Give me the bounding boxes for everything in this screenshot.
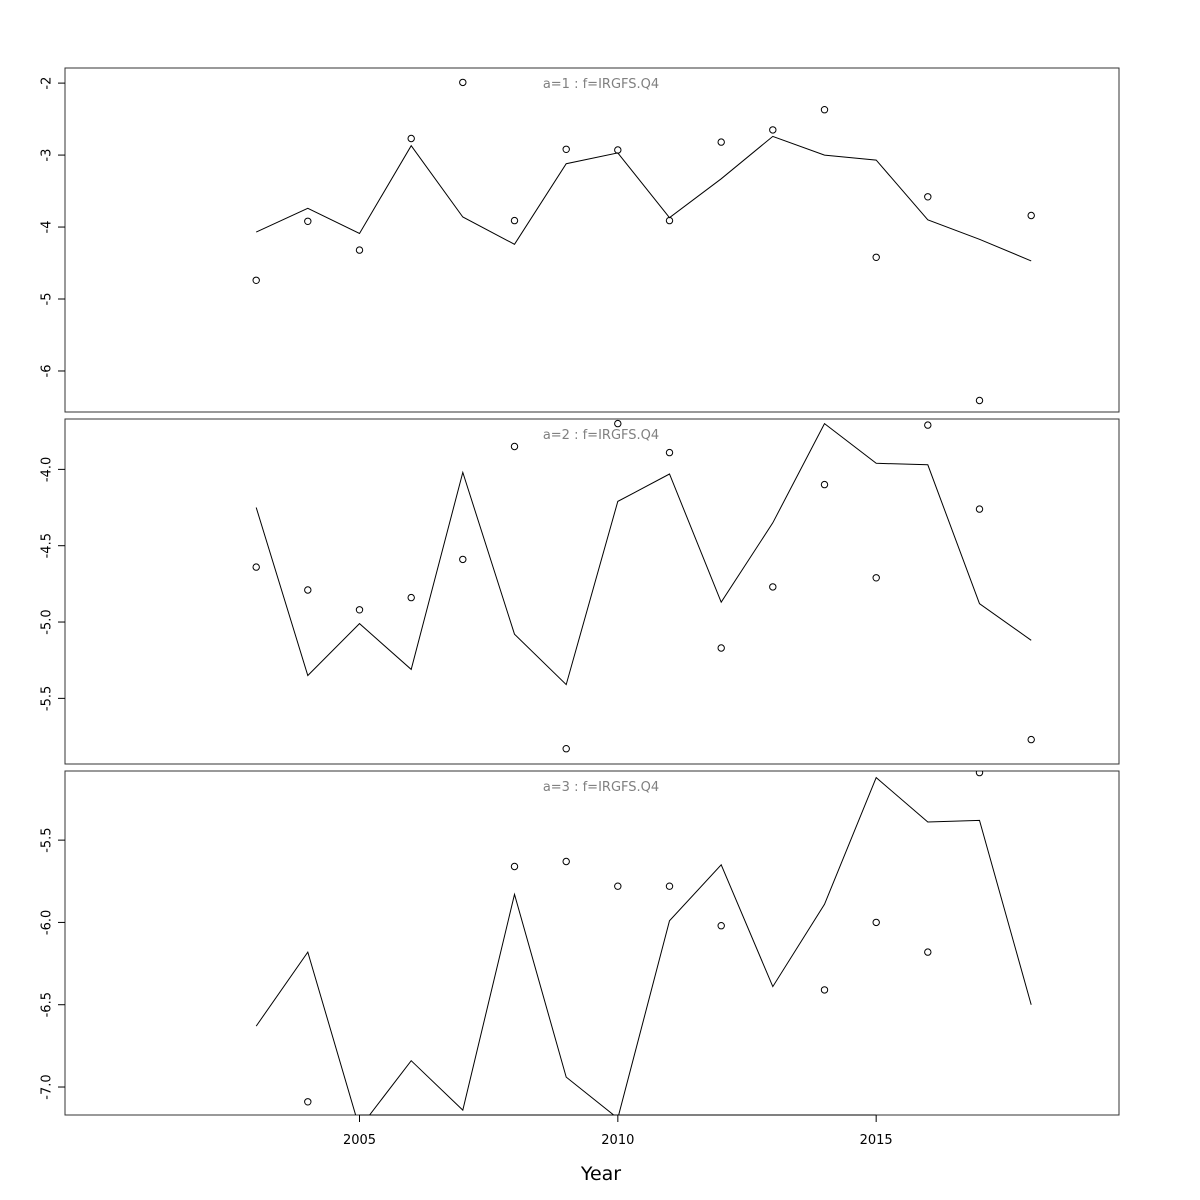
panel-1-point-2011 (665, 216, 674, 225)
panel-1-point-2008 (510, 216, 519, 225)
panel-2-point-2014 (820, 480, 829, 489)
panel-1-point-2016 (924, 193, 932, 201)
panel-3-series-line (255, 776, 1032, 1115)
panel-1-point-2009 (562, 145, 570, 154)
panel-1-point-2004 (304, 217, 312, 226)
panel-3-title: a=3 : f=IRGFS.Q4 (543, 780, 659, 795)
panel-2-data (252, 419, 1035, 753)
panel-1-ytick-label-1: -2 (40, 77, 55, 90)
panel-2-point-2004 (304, 586, 312, 594)
panel-3-point-2015 (872, 918, 880, 927)
panel-1-point-2010 (614, 146, 622, 154)
panel-1-point-2005 (355, 246, 364, 254)
panel-1-point-2007 (459, 78, 467, 87)
panel-2-point-2007 (459, 555, 467, 564)
panel-3-point-2009 (562, 857, 570, 866)
panel-2-ytick-label-3: -5.0 (40, 609, 55, 634)
panel-2-point-2012 (717, 644, 725, 652)
panel-3: -5.5 -6.0 -6.5 -7.0 a=3 : f=IRGFS.Q4 (40, 770, 1120, 1116)
panel-1-point-2006 (407, 134, 415, 143)
x-axis: 2005 2010 2015 (343, 1114, 893, 1148)
panel-3-point-2010 (614, 882, 622, 890)
x-tick-label-2015: 2015 (860, 1133, 893, 1148)
panel-1-frame (64, 67, 1120, 413)
x-tick-label-2010: 2010 (601, 1133, 634, 1148)
panel-2-series-line (255, 422, 1032, 686)
panel-1-ytick-label-2: -3 (40, 149, 55, 162)
panel-1-point-2012 (717, 138, 725, 146)
panel-1-point-2014 (820, 106, 829, 114)
x-tick-label-2005: 2005 (343, 1133, 376, 1148)
panel-2-point-2009 (562, 745, 570, 753)
panel-1: -2 -3 -4 -5 -6 a=1 : f=IRGFS.Q4 (40, 67, 1120, 413)
panel-3-point-2008 (510, 862, 519, 871)
panel-3-ytick-label-3: -6.5 (40, 992, 55, 1017)
panel-3-point-2004 (304, 1098, 312, 1106)
panel-3-ytick-label-4: -7.0 (40, 1074, 55, 1099)
panel-2-ytick-label-2: -4.5 (40, 533, 55, 558)
panel-2-point-2010 (614, 419, 622, 428)
panel-2-point-2003 (252, 563, 260, 571)
panel-1-data (252, 78, 1035, 405)
panel-3-ytick-label-2: -6.0 (40, 910, 55, 935)
panel-1-point-2017 (975, 396, 984, 405)
panel-2: -4.0 -4.5 -5.0 -5.5 a=2 : f=IRGFS.Q4 (40, 418, 1120, 765)
panel-3-point-2014 (820, 986, 829, 994)
panel-1-ytick-label-4: -5 (40, 293, 55, 306)
panel-2-point-2016 (924, 421, 932, 429)
panel-2-ytick-label-1: -4.0 (40, 457, 55, 482)
panel-2-ytick-label-4: -5.5 (40, 686, 55, 711)
panel-3-frame (64, 770, 1120, 1116)
panel-1-point-2015 (872, 253, 880, 261)
panel-3-data (255, 771, 1032, 1115)
panel-1-ytick-label-3: -4 (40, 221, 55, 234)
panel-1-title: a=1 : f=IRGFS.Q4 (543, 77, 659, 92)
panel-2-frame (64, 418, 1120, 765)
panel-3-point-2011 (665, 882, 674, 890)
panel-2-title: a=2 : f=IRGFS.Q4 (543, 428, 659, 443)
panel-1-series-line (255, 135, 1032, 262)
panel-3-ytick-label-1: -5.5 (40, 827, 55, 852)
panel-2-point-2015 (872, 574, 880, 582)
panel-2-point-2006 (407, 593, 415, 602)
panel-2-point-2011 (665, 448, 674, 457)
panel-2-point-2017 (975, 505, 984, 513)
panel-1-point-2003 (252, 276, 260, 284)
x-axis-label: Year (580, 1163, 621, 1185)
panel-3-point-2016 (924, 948, 932, 956)
panel-3-point-2017 (975, 771, 984, 777)
panel-1-ytick-label-5: -6 (40, 365, 55, 378)
panel-3-point-2012 (717, 922, 725, 930)
panel-2-point-2008 (510, 442, 519, 451)
panel-2-point-2013 (769, 583, 777, 591)
panel-2-point-2018 (1027, 735, 1035, 744)
panel-1-point-2018 (1027, 211, 1035, 220)
panel-2-point-2005 (355, 606, 364, 614)
panel-1-point-2013 (769, 126, 777, 134)
